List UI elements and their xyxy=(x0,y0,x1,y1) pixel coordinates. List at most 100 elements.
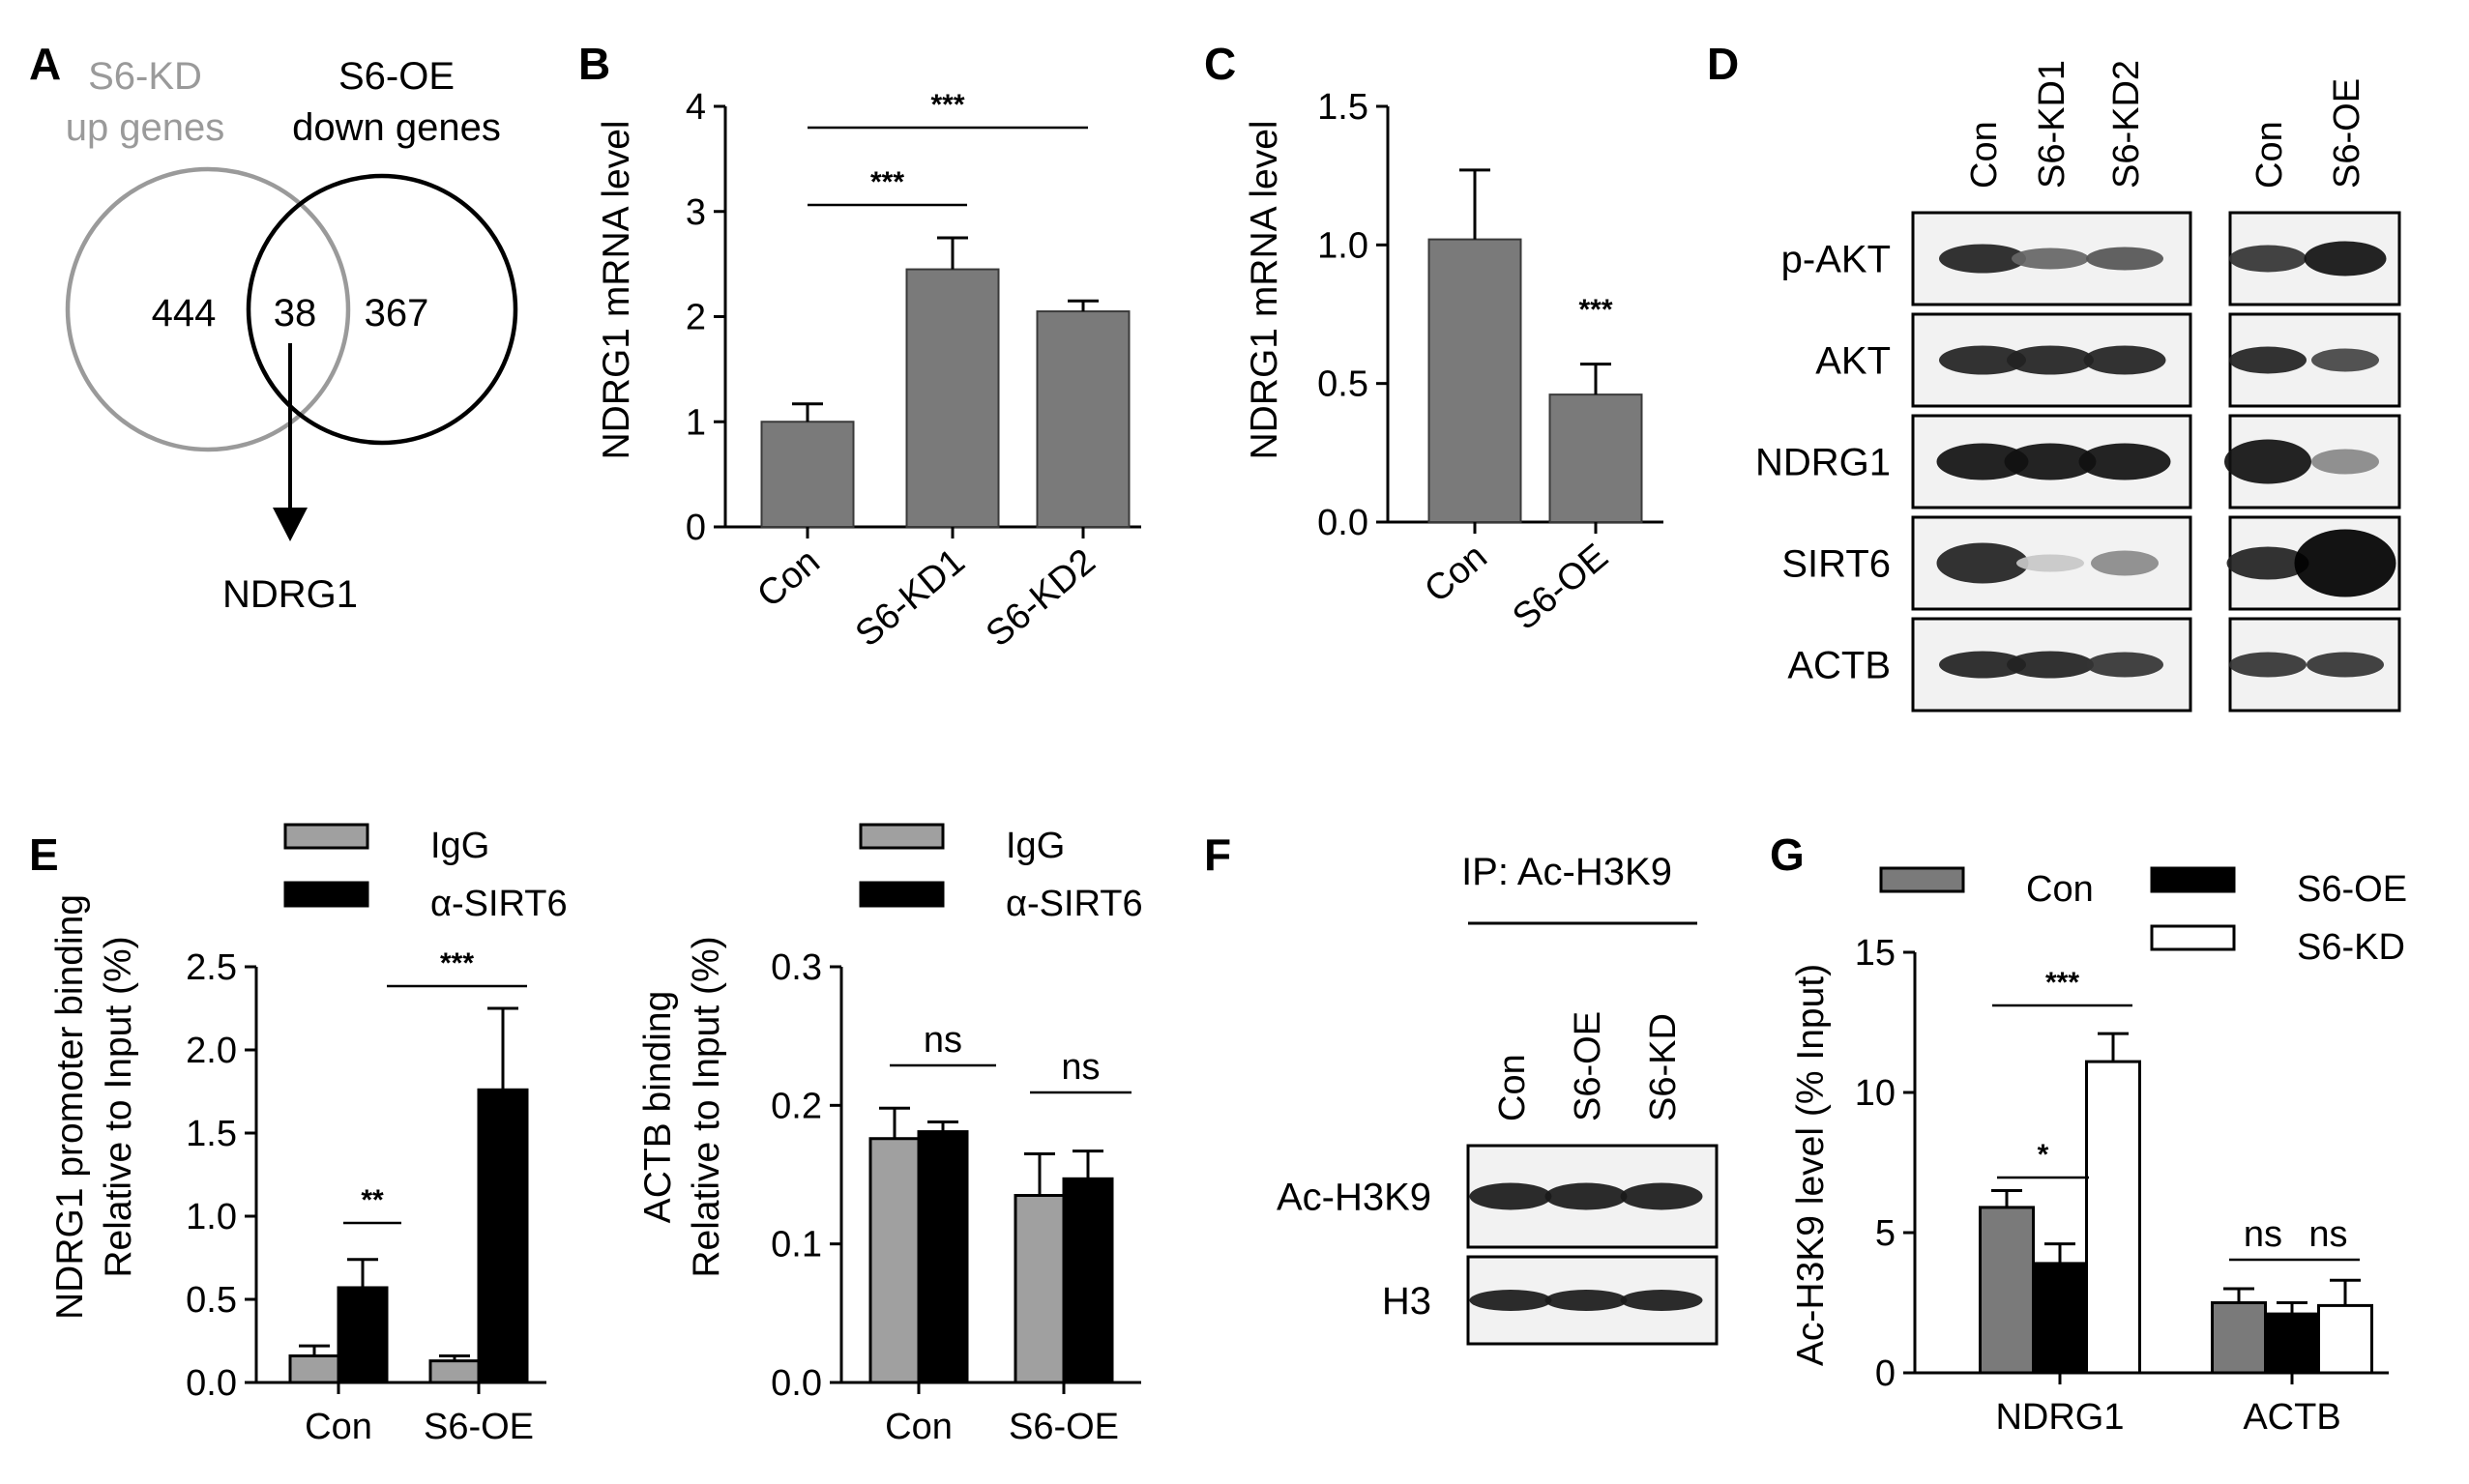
panel-g-legend-label: S6-KD xyxy=(2297,927,2405,968)
panel-f-lane-label: S6-KD xyxy=(1643,1013,1684,1121)
panel-d-row-label: AKT xyxy=(1815,340,1891,383)
panel-e-left-xtick-label: S6-OE xyxy=(424,1407,534,1447)
panel-f-blot: F IP: Ac-H3K9 Con S6-OE S6-KD Ac-H3K9 H3 xyxy=(1204,829,1719,1346)
panel-d-band xyxy=(2229,245,2307,273)
panel-g-ytick-label: 15 xyxy=(1855,933,1896,974)
panel-b-ytick-label: 1 xyxy=(686,402,706,443)
panel-e-right-ytick-label: 0.2 xyxy=(771,1086,822,1126)
panel-e-left-ytick-label: 2.5 xyxy=(186,947,237,988)
panel-f-band xyxy=(1620,1290,1703,1311)
panel-e-left-legend-label: α-SIRT6 xyxy=(430,884,568,924)
panel-d-band xyxy=(2078,443,2171,480)
panel-e-right-chart: ACTB binding Relative to Input (%) 0.0 0.… xyxy=(637,823,1143,1447)
panel-d-row-label: ACTB xyxy=(1787,645,1891,687)
panel-e-right-xtick-label: Con xyxy=(885,1407,953,1447)
panel-c-xtick-label: S6-OE xyxy=(1505,537,1615,638)
panel-d-lane-label: Con xyxy=(1964,121,2005,189)
panel-a: A S6-KD up genes S6-OE down genes 444 38… xyxy=(29,39,518,616)
panel-d-band xyxy=(2004,443,2097,480)
venn-right-title-line1: S6-OE xyxy=(338,55,455,98)
venn-right-circle xyxy=(246,173,518,446)
panel-e-left-legend-swatch xyxy=(283,823,369,850)
panel-f-row-label: Ac-H3K9 xyxy=(1277,1177,1431,1219)
panel-d-band xyxy=(1936,443,2029,480)
panel-b-ylabel: NDRG1 mRNA level xyxy=(596,120,637,459)
ip-label: IP: Ac-H3K9 xyxy=(1461,851,1672,893)
panel-b-xtick-label: S6-KD2 xyxy=(979,541,1103,655)
panel-f-band xyxy=(1620,1182,1703,1210)
panel-e-left-ytick-label: 0.5 xyxy=(186,1280,237,1321)
panel-g-legend-swatch xyxy=(2150,866,2236,893)
panel-b-ytick-label: 0 xyxy=(686,508,706,548)
panel-e-right-bar xyxy=(1062,1177,1114,1384)
panel-d-lane-label: S6-OE xyxy=(2327,78,2367,189)
panel-c-xtick-label: Con xyxy=(1417,537,1494,611)
panel-g-ytick-label: 10 xyxy=(1855,1073,1896,1114)
panel-f-band xyxy=(1544,1290,1628,1311)
panel-d-band xyxy=(2007,651,2094,679)
panel-d-band xyxy=(2224,439,2311,484)
panel-d-label: D xyxy=(1707,39,1739,89)
panel-g-chart: G Ac-H3K9 level (% Input) 0 5 10 15 NDRG1 ACT… xyxy=(1770,829,2407,1438)
panel-e-left-bar xyxy=(428,1359,481,1384)
panel-b-ytick-label: 2 xyxy=(686,298,706,338)
venn-right-title-line2: down genes xyxy=(292,106,501,149)
panel-d-band xyxy=(2311,348,2379,372)
panel-c-ylabel: NDRG1 mRNA level xyxy=(1244,120,1285,459)
venn-left-title-line2: up genes xyxy=(66,106,225,149)
panel-g-significance-label: * xyxy=(2038,1139,2049,1171)
panel-e-right-ylabel-line2: Relative to Input (%) xyxy=(686,936,727,1277)
panel-e-left-significance-label: ** xyxy=(361,1184,384,1216)
panel-c-bar xyxy=(1548,393,1643,523)
panel-e-left-ytick-label: 2.0 xyxy=(186,1031,237,1071)
panel-e-left-bar xyxy=(288,1353,340,1384)
panel-e-left-ytick-label: 0.0 xyxy=(186,1363,237,1404)
panel-g-ylabel: Ac-H3K9 level (% Input) xyxy=(1790,964,1832,1366)
panel-b-significance-label: *** xyxy=(930,89,964,121)
panel-b-significance-label: *** xyxy=(870,166,904,198)
panel-c-ytick-label: 1.0 xyxy=(1317,225,1368,266)
panel-c-bar xyxy=(1427,238,1522,523)
panel-d-band xyxy=(2294,529,2396,597)
panel-f-band xyxy=(1544,1182,1628,1210)
panel-g-bar xyxy=(2085,1060,2141,1375)
panel-d-row-label: p-AKT xyxy=(1781,239,1891,281)
panel-g-bar xyxy=(2032,1262,2088,1375)
panel-b-xtick-label: S6-KD1 xyxy=(848,541,973,655)
panel-e-left-legend-swatch xyxy=(283,881,369,908)
panel-e-right-xtick-label: S6-OE xyxy=(1009,1407,1119,1447)
panel-b-label: B xyxy=(578,39,610,89)
panel-e-right-ytick-label: 0.3 xyxy=(771,947,822,988)
venn-left-count: 444 xyxy=(152,292,217,335)
panel-d-row-label: NDRG1 xyxy=(1755,442,1891,484)
panel-e-label: E xyxy=(29,829,59,880)
venn-left-circle xyxy=(65,166,351,452)
panel-d-band xyxy=(2086,652,2163,678)
panel-b-ytick-label: 4 xyxy=(686,87,706,128)
panel-g-xtick-label: NDRG1 xyxy=(1995,1397,2124,1438)
venn-arrow-head xyxy=(273,508,308,541)
venn-result-gene: NDRG1 xyxy=(222,573,358,616)
panel-c-significance-label: *** xyxy=(1578,294,1612,326)
panel-d-band xyxy=(2083,345,2166,375)
panel-e-left-ytick-label: 1.0 xyxy=(186,1197,237,1237)
panel-d-band xyxy=(2311,449,2379,475)
panel-a-label: A xyxy=(29,39,61,89)
panel-g-bar xyxy=(1979,1206,2035,1375)
panel-g-label: G xyxy=(1770,829,1805,880)
panel-e-right-legend-swatch xyxy=(859,823,945,850)
panel-g-significance-label: ns xyxy=(2244,1214,2282,1255)
panel-g-xtick-label: ACTB xyxy=(2243,1397,2340,1438)
panel-d-band xyxy=(2226,546,2309,580)
panel-e-right-bar xyxy=(917,1130,969,1384)
panel-g-ytick-label: 5 xyxy=(1875,1213,1896,1254)
panel-d-band xyxy=(2086,247,2163,271)
panel-d-band xyxy=(2012,247,2089,270)
panel-d-band xyxy=(2007,345,2094,375)
panel-d-band xyxy=(2229,652,2307,678)
panel-d-lane-label: S6-KD2 xyxy=(2106,60,2147,189)
panel-e-right-legend-label: IgG xyxy=(1006,826,1065,866)
panel-d-band xyxy=(2091,550,2159,576)
panel-b-xtick-label: Con xyxy=(750,541,827,616)
